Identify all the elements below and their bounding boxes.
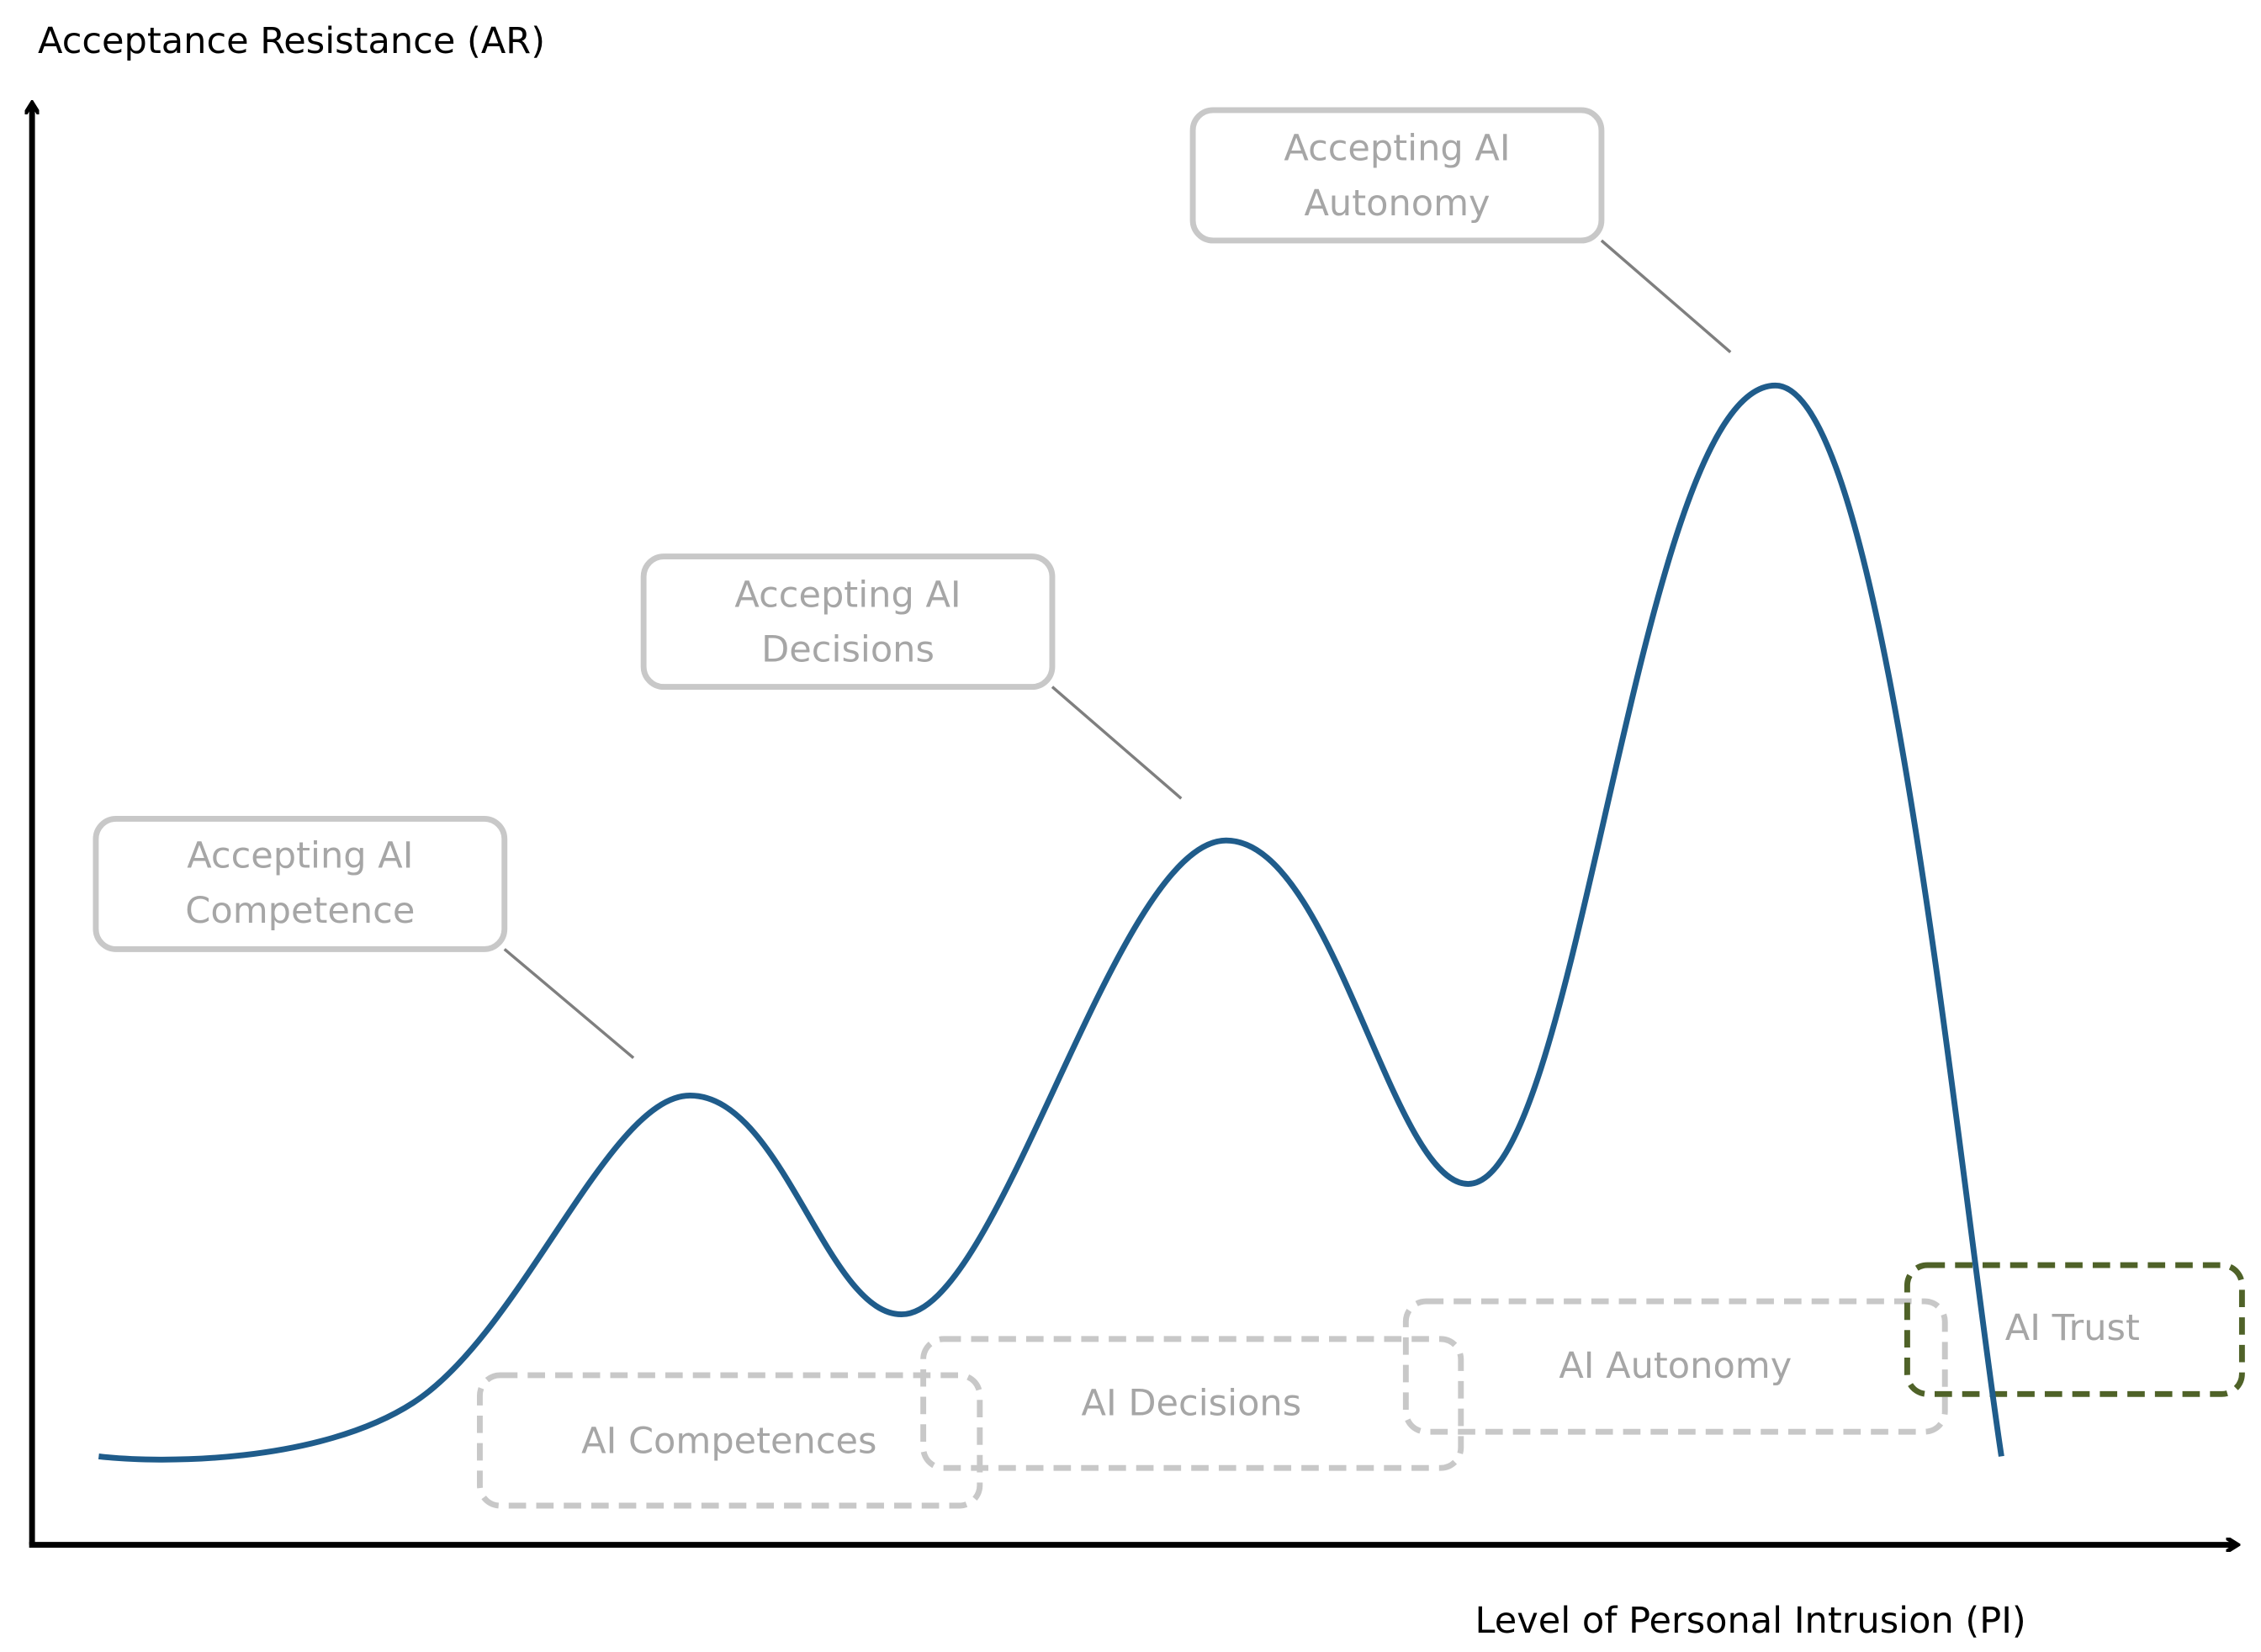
leader-line xyxy=(503,948,635,1059)
leader-line xyxy=(1051,686,1183,800)
leader-line xyxy=(1600,239,1732,353)
callout-text: Accepting AI xyxy=(187,834,413,876)
callout-text: Accepting AI xyxy=(1284,128,1510,170)
stage-label: AI Decisions xyxy=(1082,1383,1302,1425)
resistance-curve xyxy=(98,382,2004,1463)
callout-text: Autonomy xyxy=(1304,183,1490,225)
y-axis-label: Acceptance Resistance (AR) xyxy=(38,20,545,62)
callout-box xyxy=(93,815,508,952)
stage-box xyxy=(1402,1298,1948,1435)
x-axis-label: Level of Personal Intrusion (PI) xyxy=(1475,1600,2026,1642)
callout-box xyxy=(640,553,1056,691)
stage-box xyxy=(920,1336,1464,1471)
callout-text: Decisions xyxy=(761,629,935,671)
stage-box xyxy=(477,1372,983,1509)
callout-box xyxy=(1189,107,1605,244)
stage-label: AI Competences xyxy=(581,1420,876,1462)
stage-label: AI Trust xyxy=(2005,1307,2140,1349)
callout-text: Competence xyxy=(185,890,415,932)
stage-label: AI Autonomy xyxy=(1559,1345,1792,1387)
stage-box xyxy=(1904,1262,2245,1397)
callout-text: Accepting AI xyxy=(734,574,961,616)
